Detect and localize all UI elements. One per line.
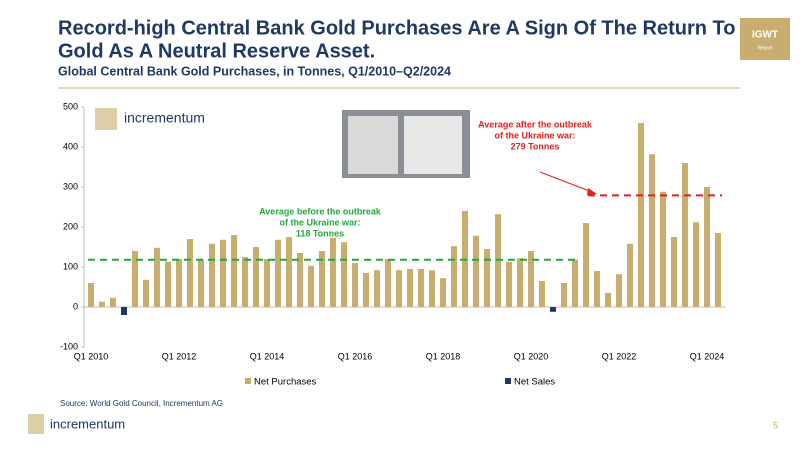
bar [638,123,644,307]
legend-swatch [505,378,511,384]
chart: -100 0 100 200 300 400 500 Q1 2010 Q1 2012 Q1 201… [60,101,726,388]
x-tick-label: Q1 2016 [338,351,373,361]
bar [407,269,413,307]
bar [341,242,347,307]
average-label: Average after the outbreak [478,119,593,129]
bar [385,259,391,307]
bar [242,257,248,307]
page-number: 5 [773,420,778,430]
bar [99,301,105,307]
bar [594,271,600,307]
bar [319,251,325,307]
badge-sub: Report [757,45,773,51]
y-tick-label: 0 [73,301,78,311]
bar [110,297,116,307]
bar [704,187,710,307]
average-label: of the Ukraine war: [279,217,360,227]
x-tick-label: Q1 2012 [162,351,197,361]
x-tick-label: Q1 2018 [426,351,461,361]
bar [264,259,270,307]
bar [660,191,666,307]
footer-logo: incrementum [50,416,125,431]
bar [616,274,622,307]
x-tick-label: Q1 2024 [690,351,725,361]
x-tick-label: Q1 2022 [602,351,637,361]
bar [528,251,534,307]
bar [649,154,655,307]
bar [253,247,259,307]
footer-logo-icon [28,414,44,434]
bar [418,269,424,307]
arrow [539,171,593,193]
bar [297,253,303,307]
newspaper-image [404,116,462,174]
bar [440,278,446,307]
bar [451,246,457,307]
bar [330,237,336,307]
badge [740,18,790,60]
y-tick-label: -100 [60,341,78,351]
bar [154,247,160,307]
bar [275,239,281,307]
bar [473,235,479,307]
bar [374,270,380,307]
bar [429,270,435,307]
y-tick-label: 400 [63,141,78,151]
bar [561,283,567,307]
bar [539,281,545,307]
average-label: 279 Tonnes [511,141,560,151]
bar [363,273,369,307]
bar [517,258,523,307]
bar [231,235,237,307]
x-tick-label: Q1 2014 [250,351,285,361]
bar [176,259,182,307]
bar [143,279,149,307]
bar [550,307,556,312]
bar [583,223,589,307]
bar [484,249,490,307]
bar [88,283,94,307]
y-tick-label: 300 [63,181,78,191]
bar [132,251,138,307]
bar [209,243,215,307]
average-label: of the Ukraine war: [494,130,575,140]
bar [671,237,677,307]
bar [682,163,688,307]
bar [121,307,127,315]
bar [506,261,512,307]
bar [352,263,358,307]
y-tick-label: 100 [63,261,78,271]
source: Source: World Gold Council, Incrementum … [60,399,223,408]
x-tick-label: Q1 2010 [74,351,109,361]
newspaper-image [348,116,398,174]
subtitle: Global Central Bank Gold Purchases, in T… [58,64,451,78]
bar [198,259,204,307]
legend-swatch [245,378,251,384]
bar [572,259,578,307]
arrow-head [587,188,597,195]
y-tick-label: 200 [63,221,78,231]
bar [308,265,314,307]
badge-text: IGWT [752,30,778,41]
x-tick-label: Q1 2020 [514,351,549,361]
bar [605,293,611,307]
bar [187,239,193,307]
bar [396,270,402,307]
bar [627,243,633,307]
title: Gold As A Neutral Reserve Asset. [58,40,375,62]
average-label: 118 Tonnes [296,228,344,238]
bar [286,237,292,307]
bar [715,233,721,307]
bar [693,222,699,307]
title: Record-high Central Bank Gold Purchases … [58,17,736,39]
y-tick-label: 500 [63,101,78,111]
logo-icon [95,108,117,130]
legend-label: Net Sales [514,377,555,388]
logo: incrementum [124,110,205,126]
bar [220,239,226,307]
average-label: Average before the outbreak [259,206,382,216]
bar [165,261,171,307]
legend-label: Net Purchases [254,377,317,388]
